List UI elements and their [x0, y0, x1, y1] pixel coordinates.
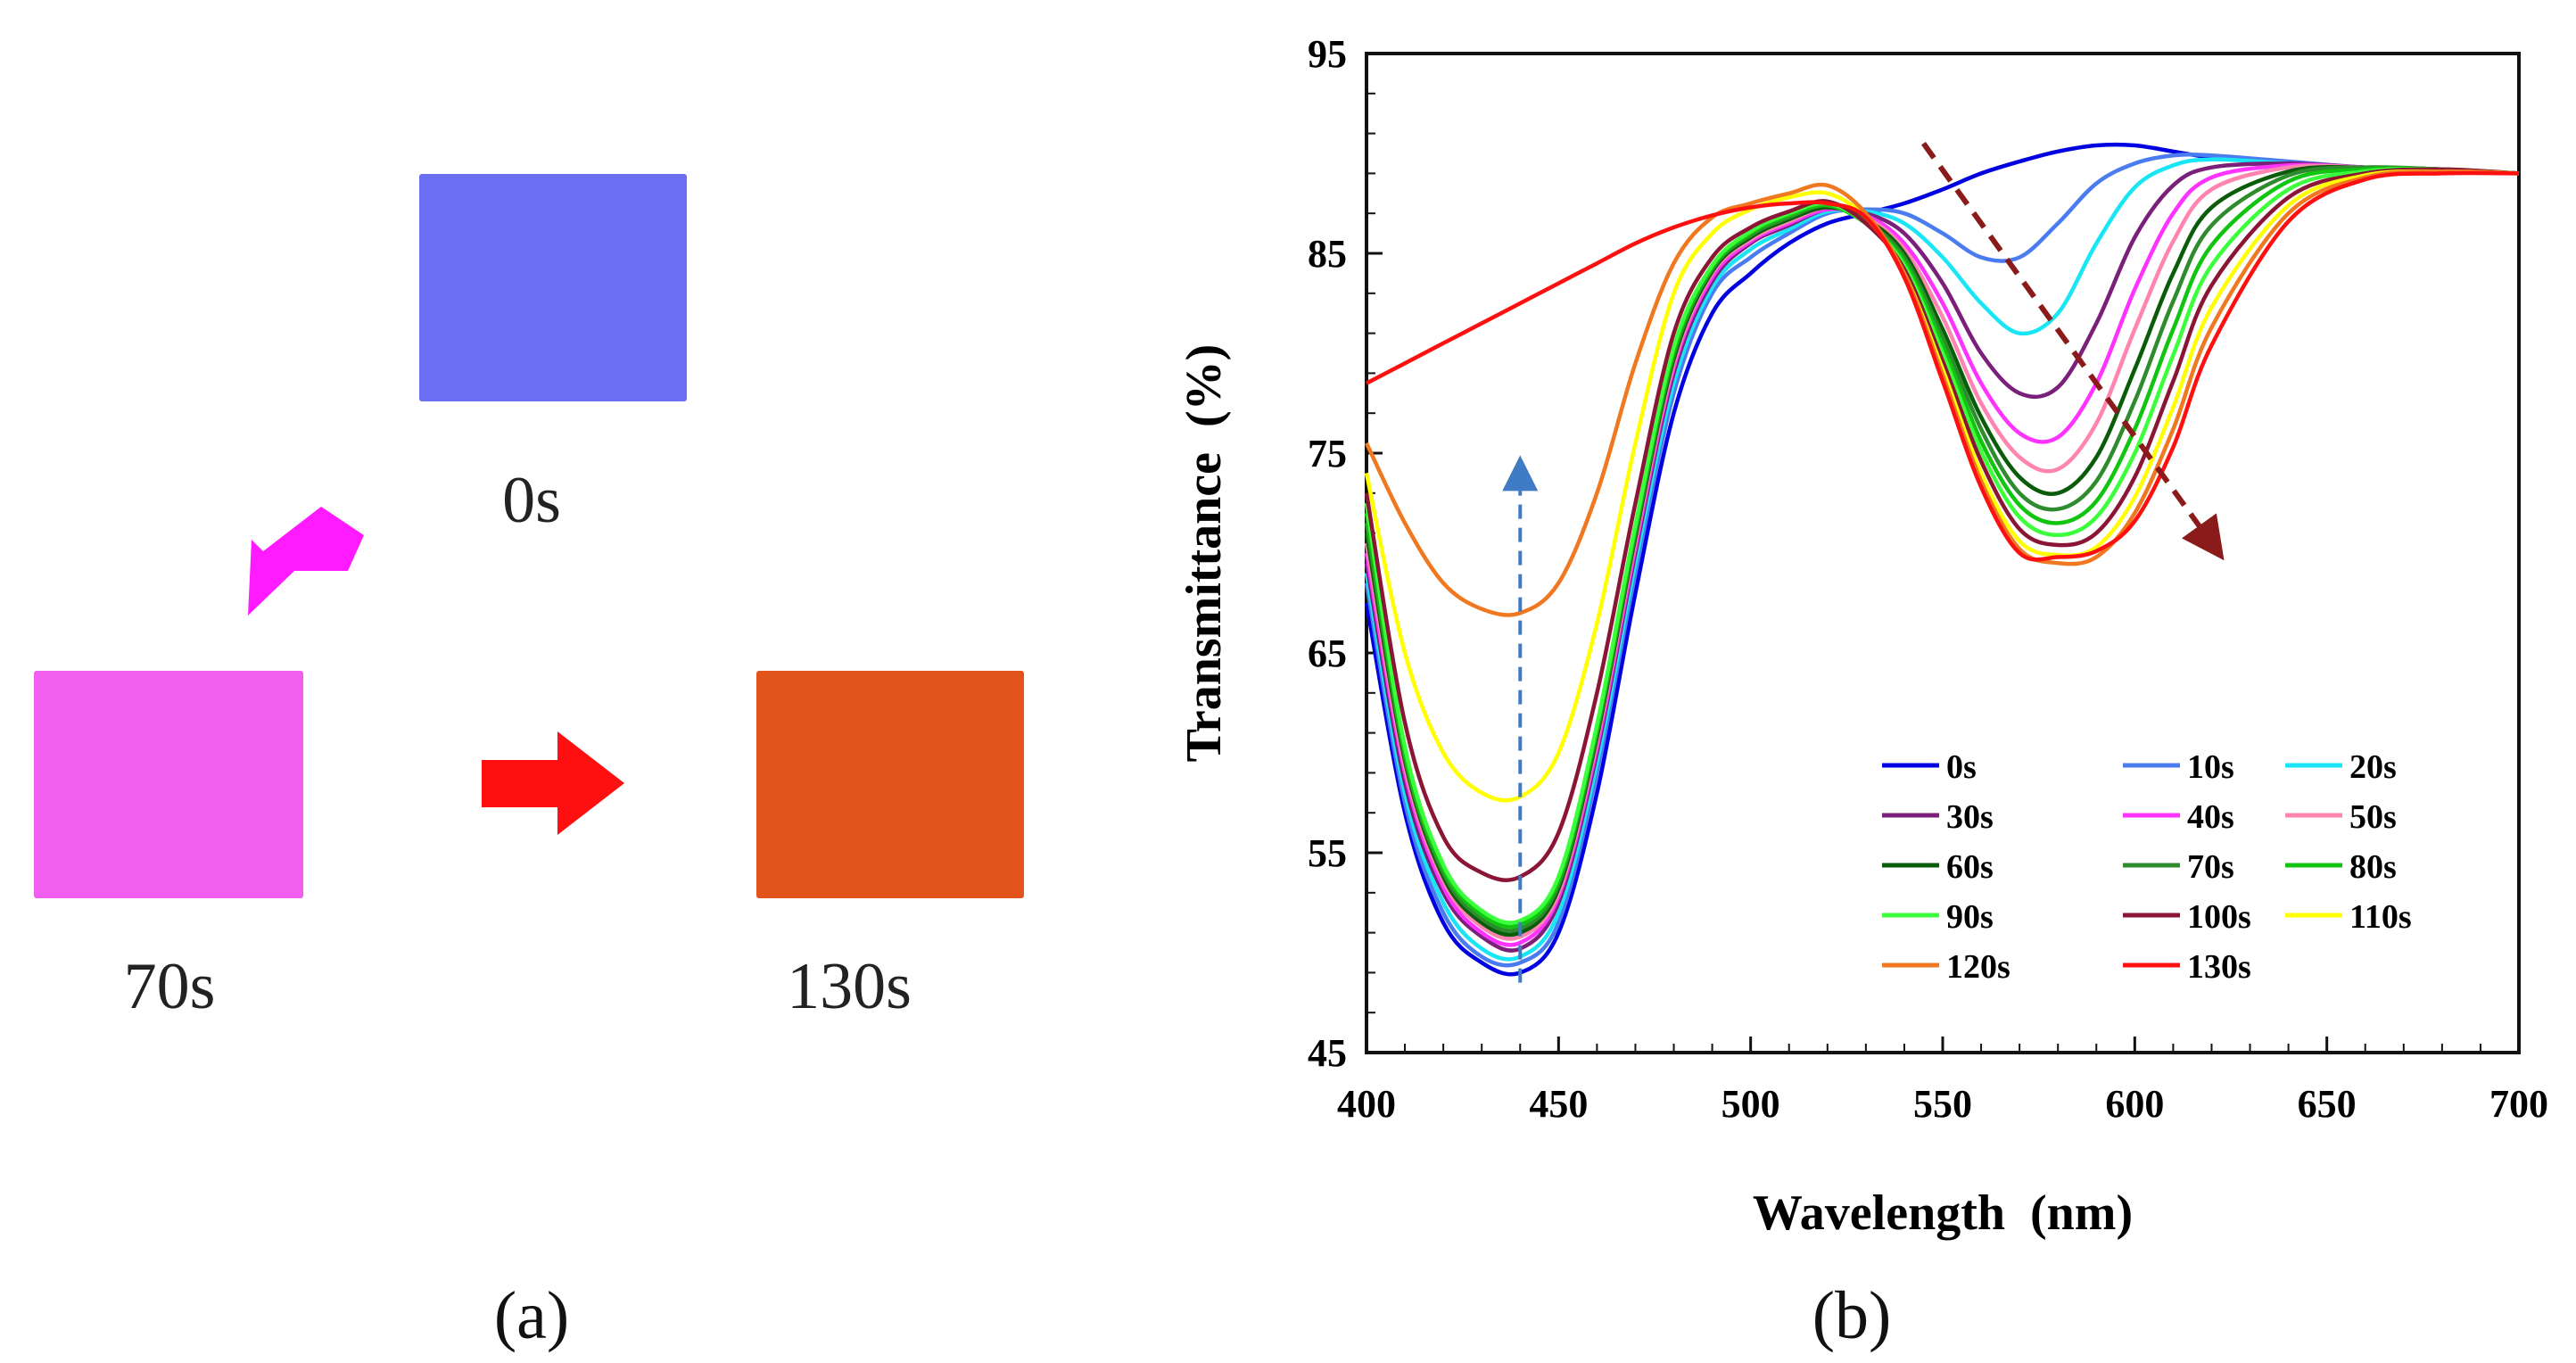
arrow-0s-to-70s [248, 507, 364, 615]
swatch-label-130s: 130s [787, 950, 912, 1023]
arrow-70s-to-130s [482, 731, 624, 835]
panel-label-a: (a) [494, 1278, 569, 1353]
legend-label-130s: 130s [2187, 948, 2251, 986]
legend-label-70s: 70s [2187, 848, 2234, 886]
annotation-layer [1502, 142, 2225, 983]
y-axis-title: Transmittance (%) [1177, 344, 1232, 763]
panel-label-b: (b) [1812, 1278, 1892, 1353]
legend-label-0s: 0s [1946, 748, 1977, 786]
swatch-0s [419, 174, 687, 401]
legend-label-80s: 80s [2349, 848, 2397, 886]
x-tick-label-650: 650 [2298, 1082, 2357, 1126]
series-layer [1364, 142, 2520, 977]
y-tick-label-95: 95 [1308, 32, 1347, 76]
series-line-0s [1364, 142, 2520, 977]
legend-label-40s: 40s [2187, 798, 2234, 836]
x-axis-title: Wavelength (nm) [1753, 1185, 2133, 1241]
y-tick-label-55: 55 [1308, 831, 1347, 875]
y-tick-label-65: 65 [1308, 632, 1347, 675]
y-tick-label-85: 85 [1308, 232, 1347, 276]
legend-label-90s: 90s [1946, 898, 1994, 936]
x-tick-label-400: 400 [1337, 1082, 1396, 1126]
panel-b: 400 450 500 550 600 650 700 45 55 65 75 85 95 0s 10s 2… [1177, 32, 2548, 1353]
x-tick-label-700: 700 [2489, 1082, 2548, 1126]
y-tick-label-75: 75 [1308, 432, 1347, 475]
swatch-label-0s: 0s [502, 464, 561, 537]
series-line-30s [1364, 161, 2520, 953]
legend-label-50s: 50s [2349, 798, 2397, 836]
x-tick-label-600: 600 [2105, 1082, 2164, 1126]
series-line-130s [1365, 170, 2520, 562]
annotation-arrow-down-right [1921, 142, 2225, 561]
x-tick-label-550: 550 [1913, 1082, 1972, 1126]
plot-frame [1365, 52, 2521, 1054]
legend-label-100s: 100s [2187, 898, 2251, 936]
legend-label-30s: 30s [1946, 798, 1994, 836]
panel-a: 0s 70s 130s (a) [34, 174, 1024, 1353]
x-tick-label-500: 500 [1721, 1082, 1780, 1126]
x-tick-label-450: 450 [1529, 1082, 1588, 1126]
legend-label-60s: 60s [1946, 848, 1994, 886]
legend: 0s 10s 20s 30s 40s 50s 60s 70s 80s 90s 100s 110s 120… [1882, 748, 2412, 986]
legend-label-120s: 120s [1946, 948, 2010, 986]
axis-tick-labels: 400 450 500 550 600 650 700 45 55 65 75 85 95 [1308, 32, 2548, 1126]
legend-label-20s: 20s [2349, 748, 2397, 786]
swatch-130s [756, 671, 1024, 898]
swatch-label-70s: 70s [124, 950, 216, 1023]
series-line-120s [1364, 169, 2520, 617]
swatch-70s [34, 671, 303, 898]
legend-label-10s: 10s [2187, 748, 2234, 786]
series-line-110s [1364, 169, 2520, 803]
series-line-100s [1364, 167, 2520, 882]
series-line-20s [1364, 157, 2520, 962]
y-tick-label-45: 45 [1308, 1031, 1347, 1075]
series-line-10s [1364, 152, 2520, 968]
axis-ticks [1365, 52, 2521, 1054]
legend-label-110s: 110s [2349, 898, 2412, 936]
